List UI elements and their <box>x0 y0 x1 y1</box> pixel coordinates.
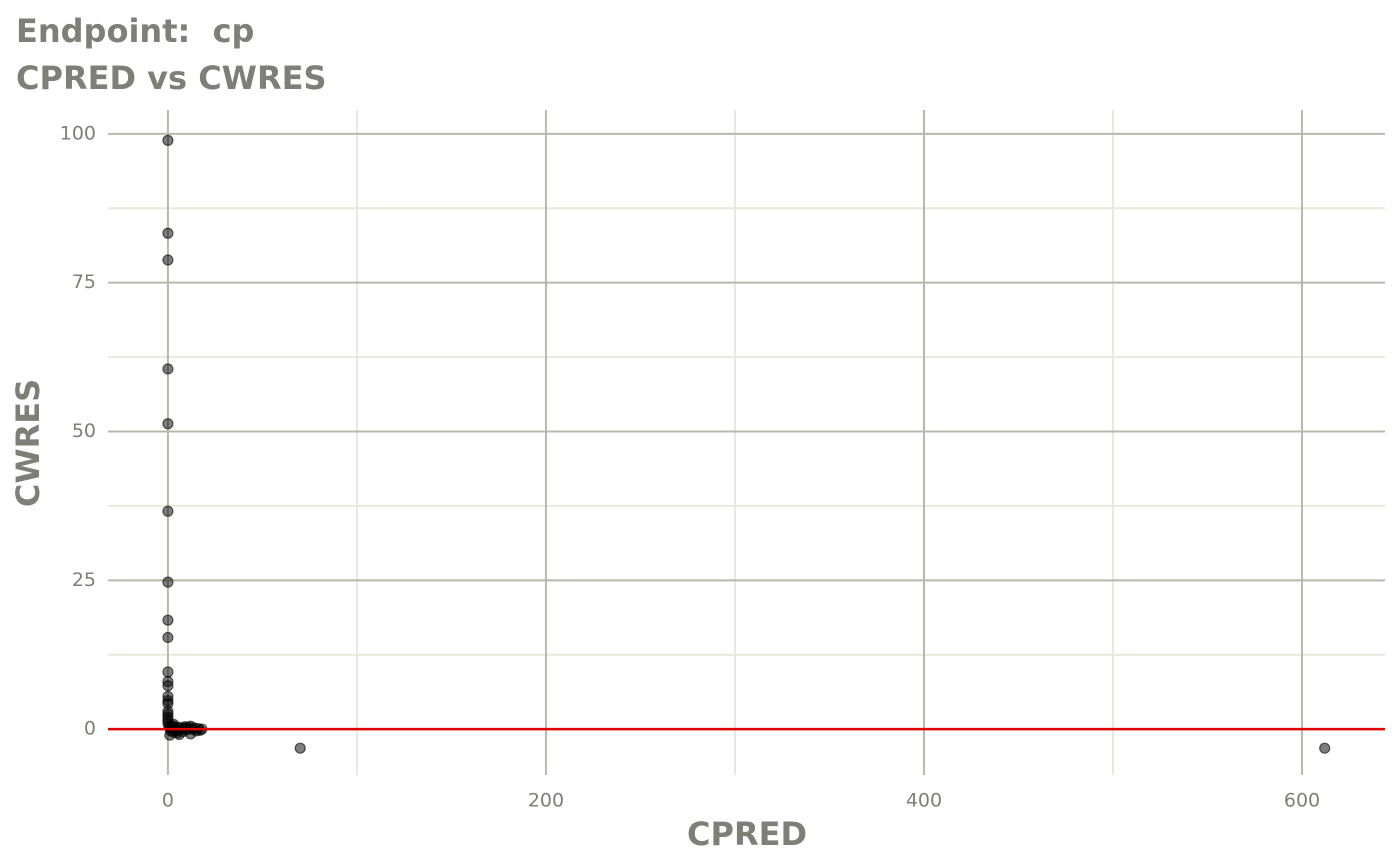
x-axis-label: CPRED <box>687 815 807 853</box>
x-tick-label: 600 <box>1284 790 1320 812</box>
y-tick-label: 50 <box>72 420 96 442</box>
point <box>294 742 306 754</box>
point <box>162 134 174 146</box>
point <box>162 227 174 239</box>
y-tick-label: 0 <box>84 718 96 740</box>
point <box>162 666 174 678</box>
point <box>162 631 174 644</box>
x-tick-label: 0 <box>162 790 174 812</box>
x-tick-label: 200 <box>528 790 564 812</box>
point <box>162 576 174 588</box>
x-tick-label: 400 <box>906 790 942 812</box>
chart-subtitle: CPRED vs CWRES <box>16 59 327 97</box>
point <box>162 505 174 517</box>
y-tick-label: 100 <box>60 122 96 144</box>
point <box>162 363 174 375</box>
y-tick-label: 25 <box>72 569 96 591</box>
y-axis-label: CWRES <box>9 379 47 507</box>
point <box>162 680 174 692</box>
point <box>1319 742 1331 754</box>
point <box>162 254 174 266</box>
y-tick-label: 75 <box>72 271 96 293</box>
chart-title: Endpoint: cp <box>16 12 254 50</box>
point <box>162 418 174 430</box>
point <box>162 614 174 626</box>
